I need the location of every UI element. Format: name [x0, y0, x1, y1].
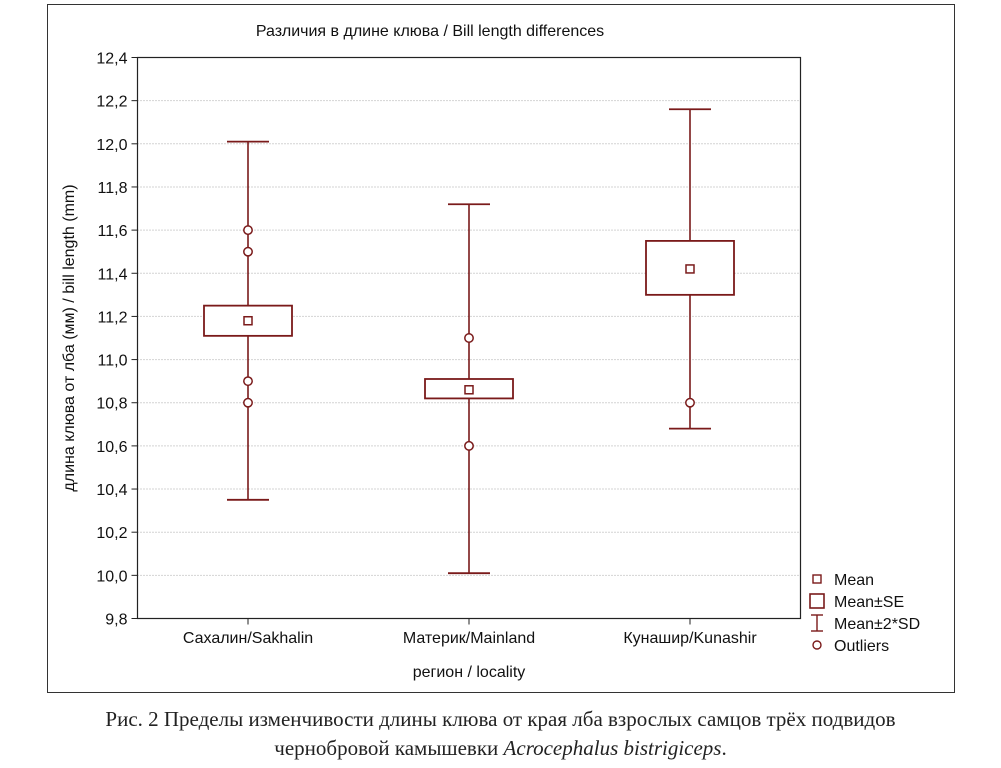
- y-tick-label: 11,8: [98, 180, 128, 197]
- y-tick-label: 11,6: [98, 223, 128, 240]
- y-tick-label: 12,2: [96, 94, 127, 111]
- mean-marker: [464, 385, 474, 395]
- group-2: [424, 203, 514, 575]
- group-1: [203, 140, 293, 501]
- y-tick-label: 11,4: [98, 266, 128, 283]
- caption-text: чернобровой камышевки: [274, 736, 504, 760]
- outlier-point: [243, 225, 253, 236]
- x-tick-label: Сахалин/Sakhalin: [183, 630, 313, 647]
- group-3: [645, 108, 735, 430]
- y-tick-label: 10,0: [96, 568, 127, 585]
- y-axis: 9,8 10,0 10,2 10,4 10,6 10,8 11,0 11,2 11,4 11,6 1…: [96, 51, 138, 629]
- figure-caption-line-2: чернобровой камышевки Acrocephalus bistr…: [0, 736, 1001, 761]
- outlier-point: [243, 397, 253, 408]
- series: [203, 108, 735, 575]
- outlier-point: [685, 397, 695, 408]
- y-tick-label: 10,2: [96, 525, 127, 542]
- outlier-point: [464, 333, 474, 343]
- x-axis: Сахалин/Sakhalin Материк/Mainland Кунашир/…: [183, 618, 757, 647]
- y-axis-label: длина клюва от лба (мм) / bill length (m…: [61, 184, 78, 491]
- x-tick-label: Материк/Mainland: [403, 630, 535, 647]
- caption-period: .: [721, 736, 727, 760]
- y-tick-label: 10,4: [96, 482, 127, 499]
- y-tick-label: 12,0: [96, 137, 127, 154]
- outlier-point: [243, 376, 253, 387]
- mean-marker: [685, 264, 695, 274]
- y-tick-label: 9,8: [105, 612, 127, 629]
- y-tick-label: 10,6: [96, 439, 127, 456]
- mean-marker: [243, 315, 253, 326]
- chart: Различия в длине клюва / Bill length dif…: [47, 4, 955, 693]
- legend-se-swatch: [809, 593, 825, 609]
- outlier-point: [243, 246, 253, 257]
- outlier-point: [464, 440, 474, 451]
- y-tick-label: 11,2: [98, 309, 128, 326]
- legend-mean-swatch: [812, 574, 822, 584]
- legend-label: Mean±2*SD: [834, 616, 920, 633]
- legend-label: Outliers: [834, 638, 889, 655]
- legend-label: Mean±SE: [834, 594, 904, 611]
- outer-frame: [47, 4, 955, 693]
- y-tick-label: 10,8: [96, 396, 127, 413]
- x-tick-label: Кунашир/Kunashir: [623, 630, 757, 647]
- caption-species-name: Acrocephalus bistrigiceps: [503, 736, 722, 760]
- y-tick-label: 12,4: [96, 51, 127, 68]
- figure-caption-line-1: Рис. 2 Пределы изменчивости длины клюва …: [105, 707, 896, 731]
- y-tick-label: 11,0: [98, 353, 128, 370]
- legend-label: Mean: [834, 572, 874, 589]
- chart-title: Различия в длине клюва / Bill length dif…: [256, 23, 604, 40]
- legend: Mean Mean±SE Mean±2*SD Outliers: [809, 572, 920, 655]
- legend-outliers-swatch: [812, 640, 822, 650]
- x-axis-label: регион / locality: [413, 664, 526, 681]
